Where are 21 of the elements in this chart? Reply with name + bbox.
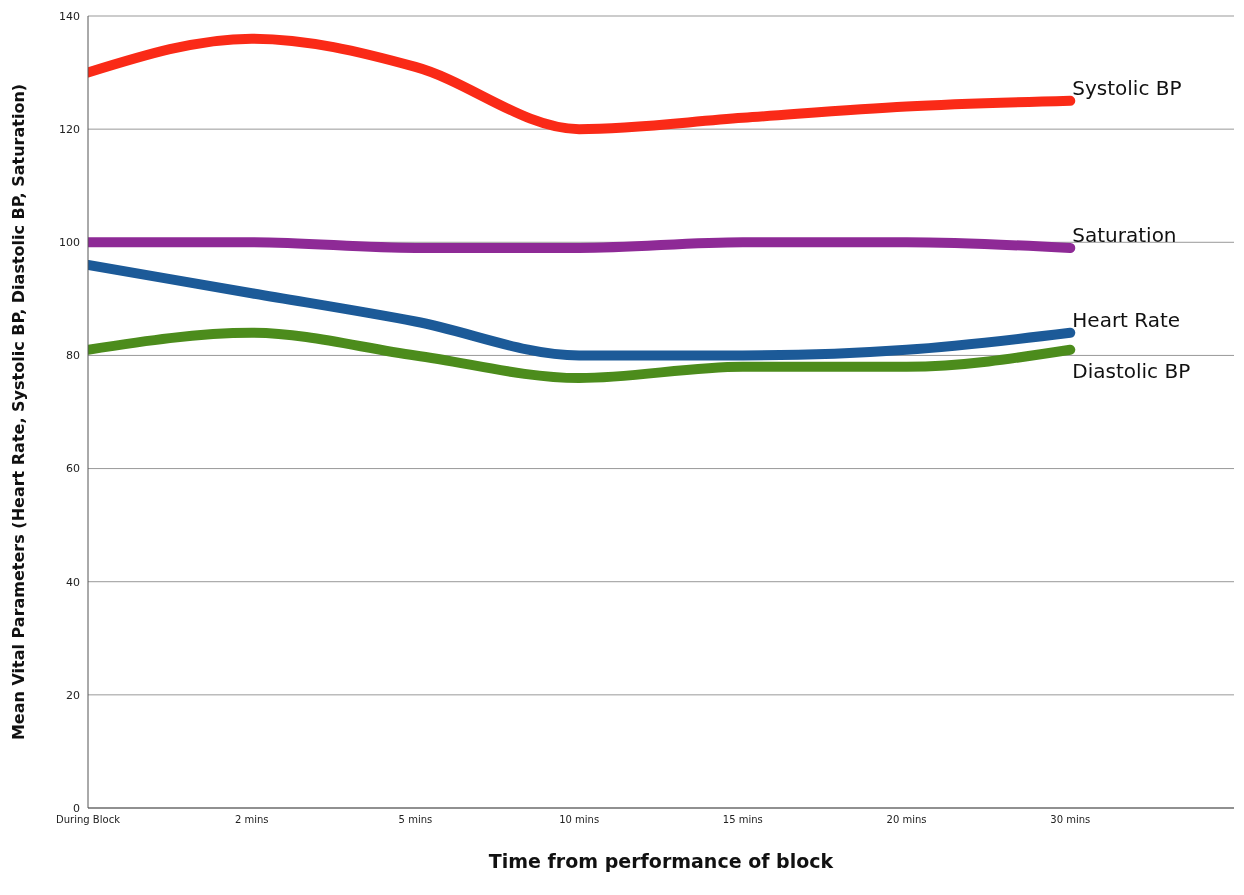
x-tick-label: 20 mins [886,814,927,826]
series-label: Systolic BP [1072,75,1182,100]
y-tick-label: 20 [66,688,80,702]
x-tick-label: 5 mins [398,814,433,826]
x-tick-label: 10 mins [559,814,600,826]
x-tick-label: 2 mins [234,814,269,826]
y-tick-label: 0 [73,801,80,815]
y-tick-label: 80 [66,349,80,363]
y-tick-label: 140 [59,9,80,23]
series-label: Heart Rate [1072,307,1181,332]
x-tick-label: 30 mins [1050,814,1091,826]
series-label: Diastolic BP [1072,358,1191,383]
y-tick-label: 120 [59,123,80,137]
series-label: Saturation [1072,222,1177,247]
x-tick-label: During Block [56,814,121,826]
y-tick-label: 100 [59,236,80,250]
x-axis-title: Time from performance of block [488,850,834,872]
y-axis-title: Mean Vital Parameters (Heart Rate, Systolic BP, Diastolic BP, Saturation) [8,83,28,741]
y-tick-label: 40 [66,575,80,589]
x-tick-label: 15 mins [722,814,763,826]
y-tick-label: 60 [66,462,80,476]
